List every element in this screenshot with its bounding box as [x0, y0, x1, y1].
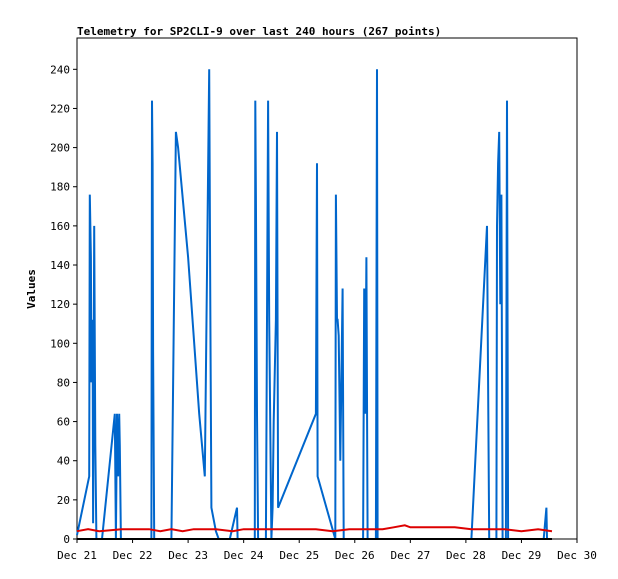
x-tick-label: Dec 21 [57, 549, 97, 562]
series-line-2 [76, 524, 553, 533]
chart-title: Telemetry for SP2CLI-9 over last 240 hou… [77, 25, 441, 38]
y-tick-label: 100 [50, 337, 70, 350]
x-tick-label: Dec 30 [557, 549, 597, 562]
x-tick-label: Dec 27 [390, 549, 430, 562]
series-line-1 [76, 69, 548, 540]
x-tick-label: Dec 25 [279, 549, 319, 562]
y-tick-label: 160 [50, 220, 70, 233]
x-axis: Dec 21 Dec 22 Dec 23 Dec 24 Dec 25 Dec 26 Dec … [57, 539, 597, 562]
y-tick-label: 60 [57, 416, 70, 429]
x-tick-label: Dec 23 [168, 549, 208, 562]
y-tick-label: 20 [57, 494, 70, 507]
x-tick-label: Dec 24 [224, 549, 264, 562]
y-tick-label: 180 [50, 181, 70, 194]
y-tick-label: 0 [63, 533, 70, 546]
x-tick-label: Dec 22 [113, 549, 153, 562]
y-tick-label: 40 [57, 455, 70, 468]
series-layer [76, 69, 553, 540]
y-axis: 0 20 40 60 80 100 120 140 160 180 200 220 240 [50, 63, 77, 546]
y-tick-label: 80 [57, 376, 70, 389]
x-tick-label: Dec 28 [446, 549, 486, 562]
y-tick-label: 220 [50, 102, 70, 115]
y-tick-label: 200 [50, 142, 70, 155]
x-tick-label: Dec 26 [335, 549, 375, 562]
y-axis-label: Values [25, 269, 38, 309]
x-tick-label: Dec 29 [502, 549, 542, 562]
y-tick-label: 120 [50, 298, 70, 311]
y-tick-label: 140 [50, 259, 70, 272]
y-tick-label: 240 [50, 63, 70, 76]
